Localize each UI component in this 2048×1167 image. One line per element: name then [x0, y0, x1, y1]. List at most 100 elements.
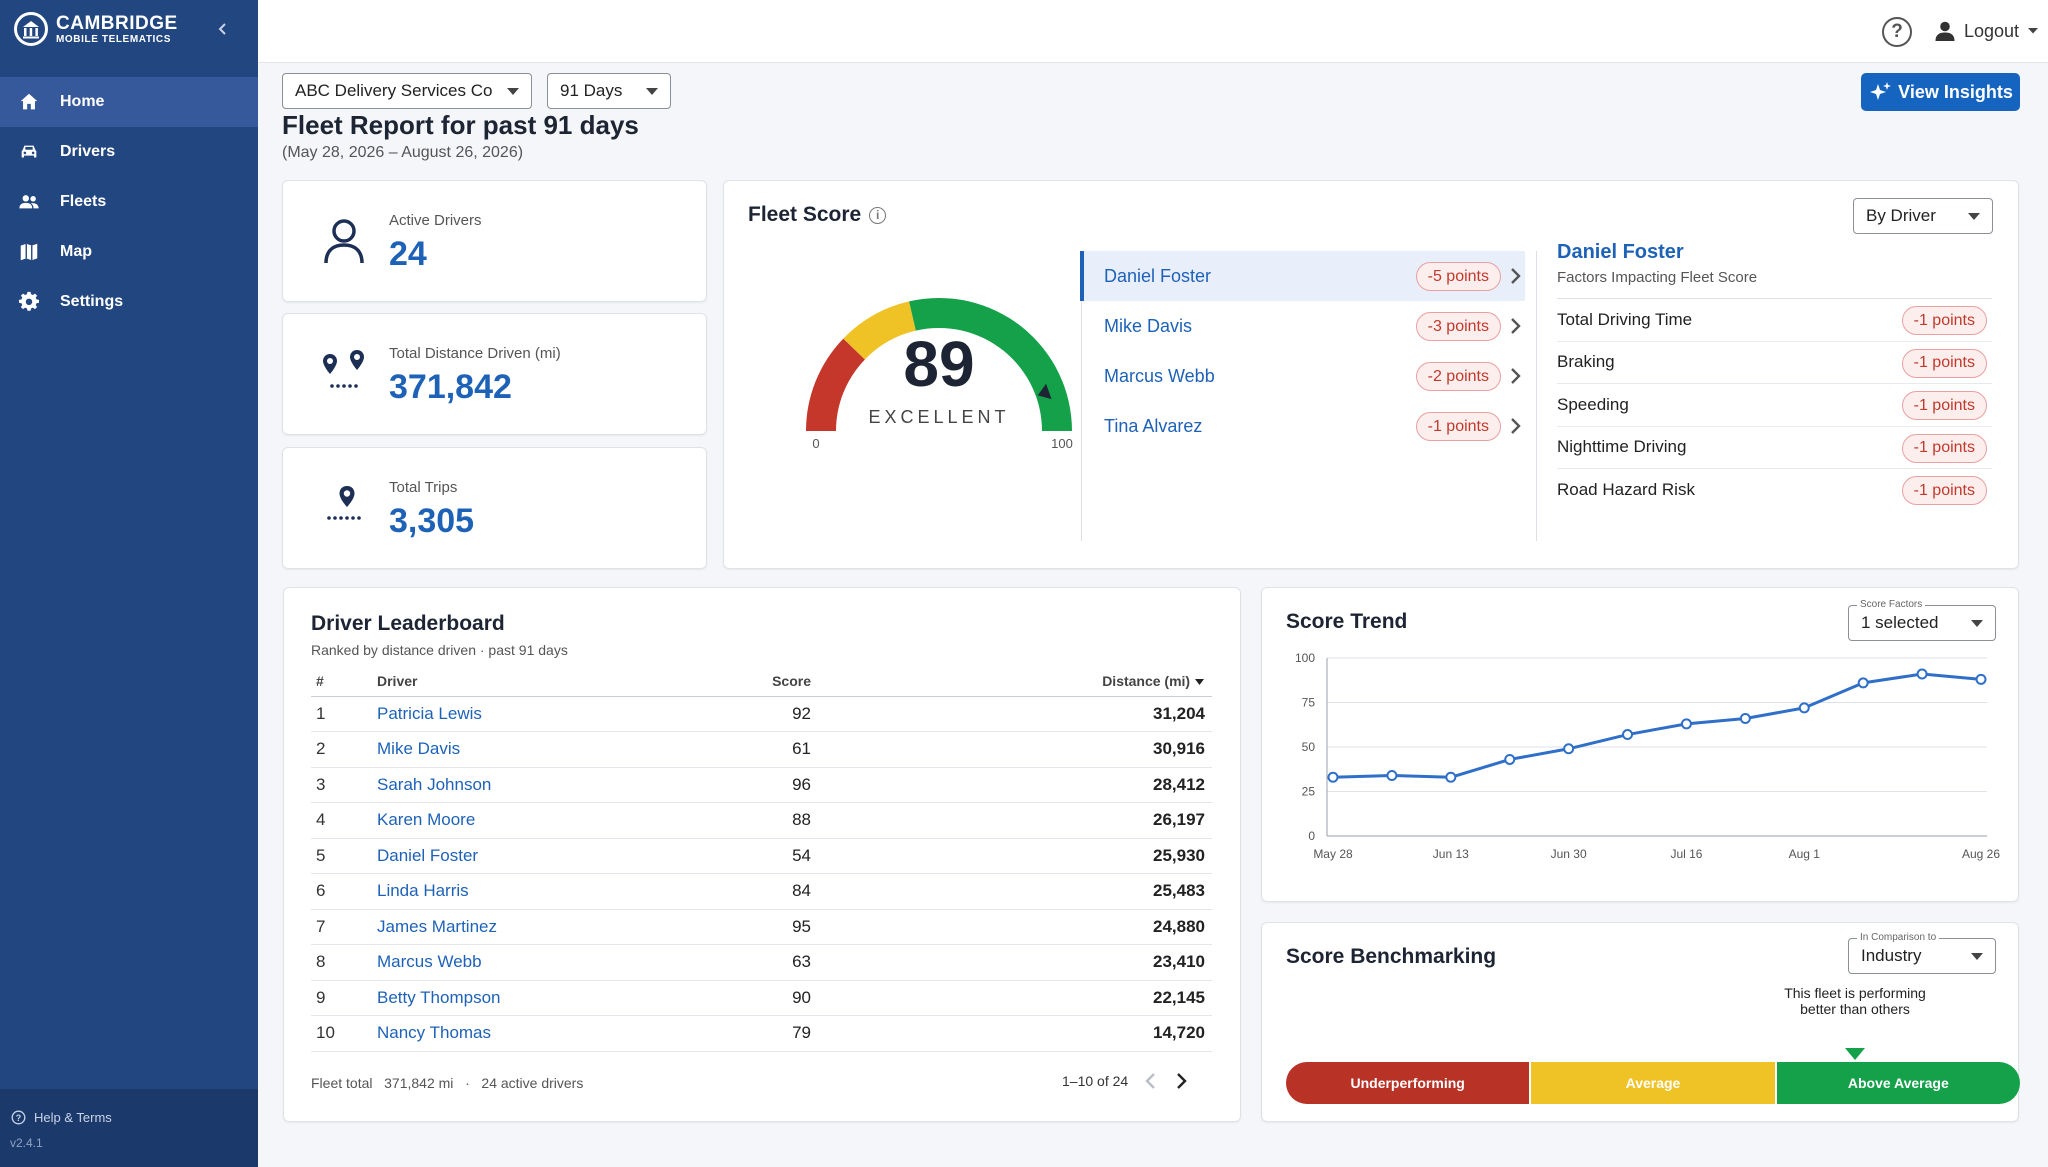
sidebar-item-settings[interactable]: Settings: [0, 277, 258, 327]
score-factors-select[interactable]: Score Factors 1 selected: [1848, 599, 1996, 641]
rank-cell: 6: [311, 873, 377, 910]
chevron-down-icon: [1971, 620, 1983, 627]
table-row[interactable]: 7 James Martinez 95 24,880: [311, 909, 1212, 945]
sidebar-item-drivers[interactable]: Drivers: [0, 127, 258, 177]
gauge-segment-fair: [843, 301, 916, 360]
chevron-left-icon: [218, 23, 226, 35]
rank-cell: 10: [311, 1015, 377, 1052]
trend-line: [1332, 672, 1982, 779]
column-header-distance[interactable]: Distance (mi): [811, 666, 1212, 697]
table-row[interactable]: 5 Daniel Foster 54 25,930: [311, 838, 1212, 874]
page-title: Fleet Report for past 91 days: [282, 110, 639, 140]
previous-page-button[interactable]: [1144, 1072, 1158, 1090]
sidebar-item-label: Settings: [60, 293, 124, 310]
points-badge: -2 points: [1415, 362, 1501, 391]
comparison-select[interactable]: In Comparison to Industry: [1848, 932, 1996, 974]
distance-cell: 25,930: [811, 838, 1212, 874]
rank-cell: 2: [311, 731, 377, 768]
table-row[interactable]: 9 Betty Thompson 90 22,145: [311, 980, 1212, 1016]
factor-row: Nighttime Driving -1 points: [1557, 427, 1992, 469]
distance-cell: 28,412: [811, 767, 1212, 803]
rank-cell: 3: [311, 767, 377, 803]
x-tick-label: Jul 16: [1670, 847, 1702, 861]
fleet-score-card: Fleet Score i By Driver 89 EXCELLENT 0 1…: [723, 180, 2019, 569]
x-tick-label: Aug 1: [1789, 847, 1821, 861]
fleet-score-view-select[interactable]: By Driver: [1853, 198, 1993, 234]
factor-row: Total Driving Time -1 points: [1557, 299, 1992, 342]
brand-tagline: MOBILE TELEMATICS: [56, 33, 172, 45]
user-icon: [1935, 21, 1955, 41]
fleet-score-driver-list: Daniel Foster -5 points Mike Davis -3 po…: [1080, 251, 1525, 451]
table-row[interactable]: 10 Nancy Thomas 79 14,720: [311, 1015, 1212, 1052]
help-button[interactable]: ?: [1882, 17, 1912, 47]
driver-link[interactable]: Marcus Webb: [377, 944, 697, 981]
driver-link[interactable]: Patricia Lewis: [377, 696, 697, 732]
sidebar-footer: ? Help & Terms v2.4.1: [0, 1089, 258, 1167]
rank-cell: 1: [311, 696, 377, 732]
help-terms-label: Help & Terms: [34, 1110, 112, 1125]
company-select[interactable]: ABC Delivery Services Co: [282, 73, 532, 109]
driver-impact-name: Mike Davis: [1104, 315, 1193, 336]
info-icon[interactable]: i: [869, 206, 887, 224]
driver-impact-name: Daniel Foster: [1104, 265, 1212, 286]
factor-driver-name[interactable]: Daniel Foster: [1557, 241, 1684, 263]
gear-icon: [19, 291, 39, 311]
column-header-distance-label: Distance (mi): [1102, 672, 1191, 689]
sidebar-item-map[interactable]: Map: [0, 227, 258, 277]
driver-link[interactable]: Nancy Thomas: [377, 1015, 697, 1052]
y-tick-label: 100: [1295, 651, 1315, 665]
table-row[interactable]: 2 Mike Davis 61 30,916: [311, 731, 1212, 768]
y-tick-label: 25: [1302, 785, 1316, 799]
column-header-driver[interactable]: Driver: [377, 666, 697, 697]
driver-impact-row[interactable]: Tina Alvarez -1 points: [1080, 401, 1525, 451]
driver-link[interactable]: Mike Davis: [377, 731, 697, 768]
brand-logo[interactable]: CAMBRIDGE MOBILE TELEMATICS: [14, 12, 178, 46]
table-header-row: # Driver Score Distance (mi): [311, 666, 1212, 697]
table-row[interactable]: 8 Marcus Webb 63 23,410: [311, 944, 1212, 981]
trend-point: [1680, 718, 1692, 730]
gauge-max-label: 100: [1051, 436, 1073, 451]
rank-cell: 9: [311, 980, 377, 1016]
column-header-rank[interactable]: #: [311, 666, 377, 697]
score-factors-panel: Daniel Foster Factors Impacting Fleet Sc…: [1557, 241, 1992, 512]
divider: [1081, 251, 1082, 541]
driver-link[interactable]: Betty Thompson: [377, 980, 697, 1016]
distance-cell: 31,204: [811, 696, 1212, 732]
score-cell: 79: [697, 1015, 811, 1052]
driver-impact-row[interactable]: Mike Davis -3 points: [1080, 301, 1525, 351]
score-cell: 54: [697, 838, 811, 874]
sidebar-item-home[interactable]: Home: [0, 77, 258, 127]
leaderboard-subtitle: Ranked by distance driven · past 91 days: [311, 642, 568, 658]
table-row[interactable]: 4 Karen Moore 88 26,197: [311, 802, 1212, 839]
driver-link[interactable]: Linda Harris: [377, 873, 697, 910]
chevron-right-icon: [1511, 368, 1521, 384]
factors-subtitle: Factors Impacting Fleet Score: [1557, 269, 1992, 299]
table-row[interactable]: 6 Linda Harris 84 25,483: [311, 873, 1212, 910]
table-row[interactable]: 1 Patricia Lewis 92 31,204: [311, 696, 1212, 732]
driver-link[interactable]: James Martinez: [377, 909, 697, 945]
fleet-score-title: Fleet Score i: [748, 203, 887, 227]
driver-impact-row[interactable]: Daniel Foster -5 points: [1080, 251, 1525, 301]
view-insights-button[interactable]: View Insights: [1861, 73, 2020, 111]
driver-link[interactable]: Daniel Foster: [377, 838, 697, 874]
score-cell: 63: [697, 944, 811, 981]
driver-link[interactable]: Karen Moore: [377, 802, 697, 839]
help-terms-link[interactable]: ? Help & Terms: [11, 1110, 112, 1125]
points-badge: -1 points: [1901, 306, 1987, 335]
period-select[interactable]: 91 Days: [547, 73, 671, 109]
next-page-button[interactable]: [1174, 1072, 1188, 1090]
score-cell: 88: [697, 802, 811, 839]
logout-menu[interactable]: Logout: [1934, 20, 2039, 42]
chevron-right-icon: [1511, 268, 1521, 284]
logout-label: Logout: [1964, 20, 2020, 41]
driver-link[interactable]: Sarah Johnson: [377, 767, 697, 803]
y-tick-label: 50: [1302, 740, 1316, 754]
collapse-sidebar-button[interactable]: [210, 17, 234, 41]
location-pin-icon: [327, 486, 361, 520]
svg-text:?: ?: [16, 1113, 22, 1123]
driver-impact-row[interactable]: Marcus Webb -2 points: [1080, 351, 1525, 401]
table-row[interactable]: 3 Sarah Johnson 96 28,412: [311, 767, 1212, 803]
sidebar-item-fleets[interactable]: Fleets: [0, 177, 258, 227]
column-header-score[interactable]: Score: [697, 666, 811, 697]
stat-value: 3,305: [389, 502, 475, 540]
